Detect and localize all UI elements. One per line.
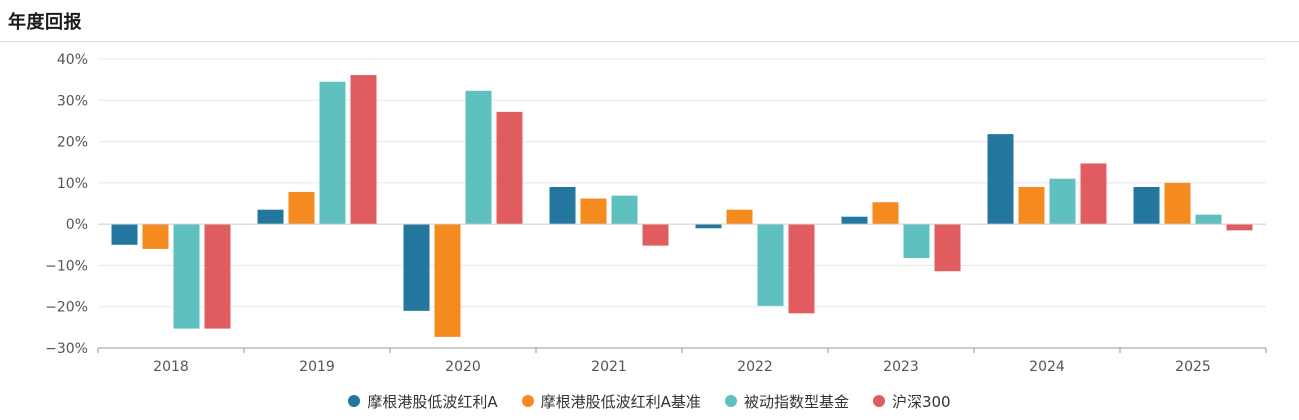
bar	[403, 224, 430, 311]
legend-label: 被动指数型基金	[743, 392, 849, 411]
bar	[580, 198, 607, 225]
y-tick-label: 30%	[57, 93, 88, 109]
x-tick-label: 2025	[1175, 359, 1211, 375]
bar	[1226, 224, 1253, 231]
bar	[1080, 163, 1107, 225]
x-tick-label: 2018	[153, 359, 189, 375]
bar	[872, 202, 899, 225]
bar	[204, 224, 231, 329]
legend-item[interactable]: 被动指数型基金	[724, 391, 849, 412]
bar	[1133, 186, 1160, 225]
x-tick-label: 2020	[445, 359, 481, 375]
bar	[549, 186, 576, 225]
legend-marker-icon	[521, 395, 534, 407]
y-tick-label: 0%	[66, 217, 88, 233]
bar	[903, 224, 930, 258]
legend-marker-icon	[348, 395, 361, 407]
bar	[350, 75, 377, 225]
x-tick-label: 2023	[883, 359, 919, 375]
legend-item[interactable]: 沪深300	[872, 391, 951, 412]
x-tick-label: 2019	[299, 359, 335, 375]
bar	[288, 191, 315, 225]
x-tick-label: 2021	[591, 359, 627, 375]
bar	[1164, 182, 1191, 225]
x-tick-label: 2022	[737, 359, 773, 375]
page-title: 年度回报	[8, 12, 82, 33]
legend-item[interactable]: 摩根港股低波红利A基准	[521, 391, 701, 412]
bar	[1018, 186, 1045, 225]
bar	[788, 224, 815, 314]
bar	[987, 134, 1014, 225]
bar	[726, 209, 753, 225]
bar	[434, 224, 461, 337]
bar	[496, 111, 523, 225]
bar	[611, 195, 638, 225]
y-tick-label: 40%	[57, 52, 88, 68]
y-tick-label: 20%	[57, 135, 88, 151]
bar	[111, 224, 138, 245]
legend-label: 沪深300	[891, 392, 951, 411]
x-tick-label: 2024	[1029, 359, 1065, 375]
chart-header: 年度回报	[0, 0, 1299, 42]
bar	[934, 224, 961, 272]
bar	[757, 224, 784, 306]
y-tick-label: 10%	[57, 176, 88, 192]
chart-legend: 摩根港股低波红利A 摩根港股低波红利A基准 被动指数型基金 沪深300	[0, 388, 1299, 414]
y-tick-label: −30%	[45, 341, 88, 357]
legend-item[interactable]: 摩根港股低波红利A	[348, 391, 498, 412]
annual-return-bar-chart: 40% 30% 20% 10% 0% −10% −20% −30% 2018 2019 2020 20…	[45, 52, 1267, 375]
bar	[695, 224, 722, 229]
bar	[142, 224, 169, 249]
bar	[1195, 214, 1222, 225]
bar	[465, 90, 492, 225]
legend-label: 摩根港股低波红利A基准	[540, 392, 701, 411]
bar	[841, 216, 868, 225]
y-tick-label: −10%	[45, 258, 88, 274]
y-tick-label: −20%	[45, 300, 88, 316]
bar	[1049, 178, 1076, 225]
bar	[319, 81, 346, 225]
bar	[642, 224, 669, 246]
bar	[257, 209, 284, 225]
bar	[173, 224, 200, 329]
legend-marker-icon	[724, 395, 737, 407]
legend-marker-icon	[872, 395, 885, 407]
legend-label: 摩根港股低波红利A	[367, 392, 498, 411]
